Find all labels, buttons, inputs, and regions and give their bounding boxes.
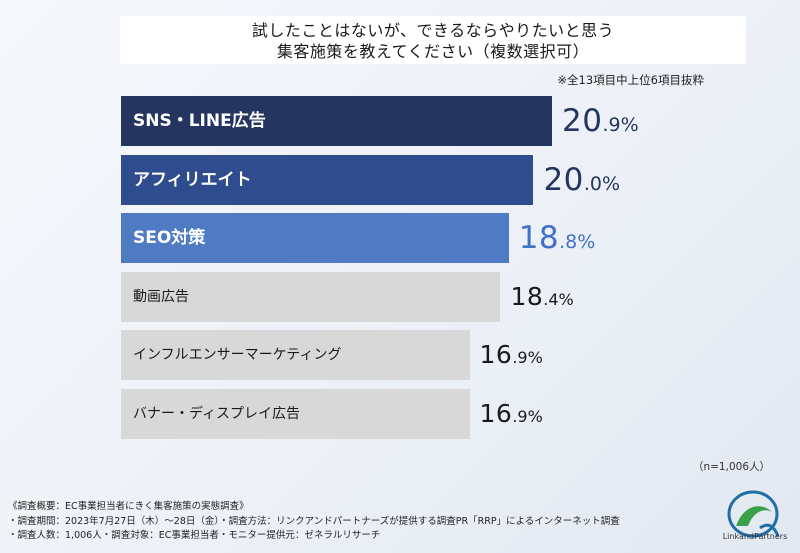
value-integer: 20 (543, 161, 584, 198)
value-decimal: .0% (583, 172, 621, 195)
value-decimal: .9% (512, 406, 543, 426)
value-decimal: .8% (559, 231, 596, 253)
title-line-1: 試したことはないが、できるならやりたいと思う (251, 21, 615, 40)
value-label: 18.4% (510, 272, 573, 325)
bar-6: バナー・ディスプレイ広告 (121, 388, 470, 439)
bar-4: 動画広告 (121, 271, 501, 322)
bar-5: インフルエンサーマーケティング (121, 330, 470, 380)
value-decimal: .9% (602, 114, 639, 136)
bar-label: SNS・LINE広告 (133, 111, 266, 131)
bar-label: バナー・ディスプレイ広告 (133, 405, 301, 422)
link-and-partners-logo-icon (727, 490, 780, 538)
bar-label: インフルエンサーマーケティング (133, 347, 342, 363)
items-note: ※全13項目中上位6項目抜粋 (557, 73, 704, 87)
value-label: 18.8% (519, 213, 596, 268)
value-integer: 16 (479, 340, 513, 369)
footnote-line: 《調査概要：EC事業担当者にきく集客施策の実態調査》 (8, 501, 249, 512)
logo-text: LinkandPartners (722, 532, 788, 541)
value-label: 16.9% (480, 389, 543, 442)
value-decimal: .4% (543, 289, 574, 309)
value-integer: 16 (479, 398, 513, 428)
value-label: 16.9% (480, 330, 543, 383)
value-label: 20.0% (543, 155, 620, 210)
value-decimal: .9% (512, 348, 543, 367)
bar-label: SEO対策 (133, 228, 206, 248)
footnote-line: ・調査人数：1,006人・調査対象：EC事業担当者・モニター提供元：ゼネラルリサ… (8, 530, 381, 541)
value-label: 20.9% (562, 96, 639, 151)
bar-1: SNS・LINE広告 (121, 96, 552, 146)
value-integer: 18 (510, 281, 544, 311)
chart-title: 試したことはないが、できるならやりたいと思う 集客施策を教えてください（複数選択… (120, 16, 746, 64)
bar-2: アフィリエイト (121, 154, 534, 205)
value-integer: 18 (518, 220, 560, 256)
survey-footnotes: 《調査概要：EC事業担当者にきく集客施策の実態調査》 ・調査期間：2023年7月… (8, 500, 620, 544)
bar-3: SEO対策 (121, 213, 509, 263)
value-integer: 20 (562, 103, 603, 139)
bar-label: アフィリエイト (133, 169, 252, 190)
sample-size-note: （n=1,006人） (692, 461, 770, 473)
footnote-line: ・調査期間：2023年7月27日（木）～28日（金）・調査方法：リンクアンドパー… (8, 515, 620, 527)
title-line-2: 集客施策を教えてください（複数選択可） (276, 42, 590, 61)
bar-label: 動画広告 (133, 288, 189, 305)
